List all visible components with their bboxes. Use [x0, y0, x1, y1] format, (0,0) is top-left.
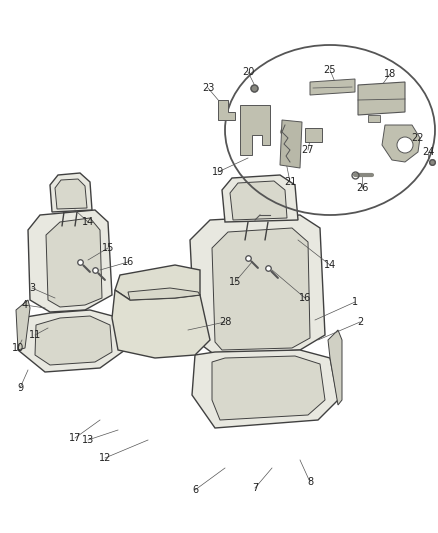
Text: 17: 17: [69, 433, 81, 443]
Text: 7: 7: [252, 483, 258, 493]
Text: 13: 13: [82, 435, 94, 445]
Text: 18: 18: [384, 69, 396, 79]
Text: 20: 20: [242, 67, 254, 77]
Text: 27: 27: [302, 145, 314, 155]
Polygon shape: [16, 300, 30, 350]
Polygon shape: [358, 82, 405, 115]
Text: 12: 12: [99, 453, 111, 463]
Polygon shape: [128, 288, 200, 300]
Text: 2: 2: [357, 317, 363, 327]
Polygon shape: [50, 173, 92, 212]
Polygon shape: [222, 175, 298, 222]
Text: 19: 19: [212, 167, 224, 177]
Polygon shape: [35, 316, 112, 365]
Text: 25: 25: [324, 65, 336, 75]
Circle shape: [397, 137, 413, 153]
Polygon shape: [230, 181, 287, 220]
Text: 8: 8: [307, 477, 313, 487]
Text: 11: 11: [29, 330, 41, 340]
Text: 16: 16: [122, 257, 134, 267]
Polygon shape: [212, 228, 310, 350]
Text: 3: 3: [29, 283, 35, 293]
Text: 15: 15: [102, 243, 114, 253]
Polygon shape: [240, 105, 270, 155]
Polygon shape: [280, 120, 302, 168]
Text: 1: 1: [352, 297, 358, 307]
Polygon shape: [18, 310, 125, 372]
Polygon shape: [55, 179, 87, 209]
Polygon shape: [46, 218, 102, 307]
Text: 28: 28: [219, 317, 231, 327]
Text: 26: 26: [356, 183, 368, 193]
Polygon shape: [218, 100, 235, 120]
Polygon shape: [368, 115, 380, 122]
Text: 10: 10: [12, 343, 24, 353]
Text: 14: 14: [324, 260, 336, 270]
Polygon shape: [28, 210, 112, 312]
Polygon shape: [305, 128, 322, 142]
Text: 23: 23: [202, 83, 214, 93]
Polygon shape: [192, 350, 338, 428]
Polygon shape: [328, 330, 342, 405]
Polygon shape: [212, 356, 325, 420]
Text: 24: 24: [422, 147, 434, 157]
Text: 22: 22: [412, 133, 424, 143]
Polygon shape: [310, 79, 355, 95]
Text: 16: 16: [299, 293, 311, 303]
Text: 15: 15: [229, 277, 241, 287]
Polygon shape: [115, 265, 200, 300]
Text: 21: 21: [284, 177, 296, 187]
Text: 14: 14: [82, 217, 94, 227]
Text: 4: 4: [22, 300, 28, 310]
Text: 6: 6: [192, 485, 198, 495]
Polygon shape: [190, 215, 325, 355]
Polygon shape: [382, 125, 420, 162]
Polygon shape: [112, 290, 210, 358]
Text: 9: 9: [17, 383, 23, 393]
